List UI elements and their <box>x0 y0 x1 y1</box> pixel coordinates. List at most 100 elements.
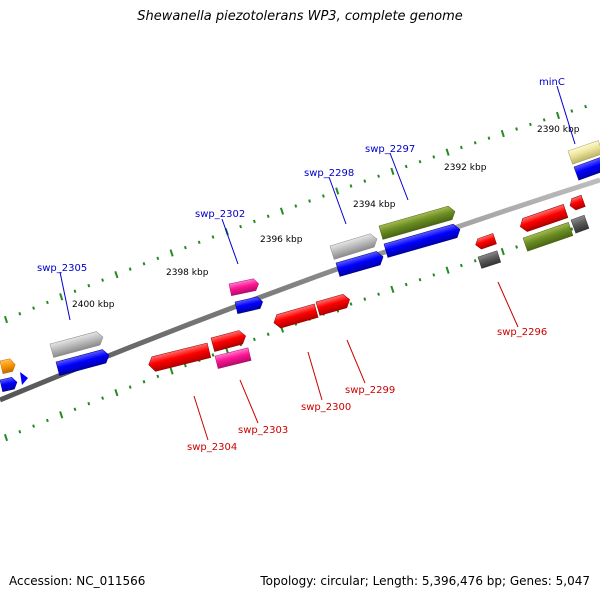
outer-scale-dot <box>18 312 22 316</box>
scale-dots <box>3 104 588 442</box>
gene-swp2305 <box>49 331 104 358</box>
inner-scale-dot <box>432 273 436 277</box>
outer-scale-dot <box>515 127 519 131</box>
inner-scale-dot <box>156 374 160 379</box>
gene-swp2300 <box>273 303 319 329</box>
topology-text: Topology: circular; Length: 5,396,476 bp… <box>260 574 590 588</box>
gene-label-swp2304: swp_2304 <box>187 442 237 453</box>
outer-scale-dot <box>377 174 381 178</box>
label-leader-lines <box>59 85 576 441</box>
gene-label-swp2302: swp_2302 <box>195 209 245 220</box>
outer-scale-dot <box>584 104 588 109</box>
tick-label-2390: 2390 kbp <box>537 125 580 135</box>
outer-scale-dot <box>335 187 340 195</box>
leader-swp2302 <box>221 218 239 265</box>
outer-scale-dot <box>445 148 450 156</box>
leader-swp2304 <box>193 395 209 441</box>
outer-scale-dot <box>308 199 312 203</box>
outer-scale-dot <box>390 167 395 175</box>
inner-scale-dot <box>404 282 408 287</box>
outer-scale-dot <box>197 240 201 245</box>
outer-scale-dot <box>59 293 64 301</box>
gene-mincl-gray <box>567 140 600 165</box>
tick-label-2398: 2398 kbp <box>166 268 209 278</box>
gene-blue-3 <box>335 251 384 277</box>
inner-scale-dot <box>114 388 119 397</box>
gene-red-b <box>519 204 569 232</box>
outer-scale-dot <box>570 109 574 113</box>
outer-scale-dot <box>73 289 77 293</box>
gene-swp2298 <box>329 233 378 260</box>
inner-scale-dot <box>169 367 174 375</box>
inner-scale-dot <box>59 411 64 419</box>
inner-scale-dot <box>363 297 367 301</box>
inner-scale-dot <box>473 259 477 263</box>
gene-swp2302 <box>228 278 259 297</box>
leader-swp2305 <box>59 271 71 321</box>
gene-swp2297 <box>378 205 456 240</box>
inner-scale-dot <box>515 245 519 249</box>
gene-olive-minus <box>522 222 574 252</box>
inner-scale-dot <box>73 407 77 411</box>
tick-label-2400: 2400 kbp <box>72 300 115 310</box>
outer-scale-dot <box>542 118 546 122</box>
outer-scale-dot <box>363 179 367 183</box>
outer-scale-dot <box>114 270 119 279</box>
outer-scale-dot <box>500 129 505 138</box>
inner-scale-dot <box>32 424 36 428</box>
outer-scale-dot <box>128 267 132 271</box>
gene-label-swp2305: swp_2305 <box>37 263 87 274</box>
outer-scale-dot <box>487 136 491 140</box>
outer-scale-dot <box>555 111 561 120</box>
accession-text: Accession: NC_011566 <box>9 574 146 588</box>
leader-swp2296 <box>497 281 519 328</box>
outer-scale-dot <box>321 194 325 198</box>
outer-scale-dot <box>404 164 408 169</box>
outer-scale-dot <box>279 207 285 215</box>
outer-scale-dot <box>252 219 256 224</box>
outer-scale-dot <box>349 184 353 188</box>
inner-scale-dot <box>349 302 353 306</box>
outer-scale-dot <box>142 261 146 266</box>
gene-blue-small <box>20 372 28 385</box>
gene-dark-swp2296 <box>477 250 502 269</box>
inner-scale-dot <box>211 353 215 357</box>
inner-scale-dot <box>500 247 505 256</box>
gene-features <box>0 140 600 392</box>
leader-swp2300 <box>307 351 323 401</box>
gene-label-swp2298: swp_2298 <box>304 168 354 179</box>
leader-swp2297 <box>389 152 409 201</box>
outer-scale-dot <box>3 315 9 324</box>
outer-scale-dot <box>418 159 422 164</box>
leader-swp2298 <box>328 176 347 225</box>
leader-swp2303 <box>239 379 259 424</box>
gene-swp2304 <box>148 342 212 372</box>
outer-scale-dot <box>169 249 174 257</box>
outer-scale-dot <box>239 224 243 229</box>
gene-swp2303-red <box>210 330 246 352</box>
leader-swp2299 <box>346 339 366 384</box>
outer-scale-dot <box>294 204 298 208</box>
gene-orange-left <box>0 358 16 374</box>
inner-scale-dot <box>87 401 91 406</box>
gene-blue-6 <box>0 377 18 392</box>
gene-blue-1 <box>573 157 600 181</box>
inner-scale-dot <box>377 292 381 296</box>
inner-scale-dot <box>445 266 450 274</box>
outer-scale-dot <box>45 300 49 305</box>
gene-label-swp2300: swp_2300 <box>301 402 351 413</box>
gene-swp2296 <box>475 233 497 250</box>
gene-swp2303-pink <box>214 347 252 369</box>
outer-scale-dot <box>32 306 36 310</box>
outer-scale-dot <box>473 141 477 145</box>
map-title: Shewanella piezotolerans WP3, complete g… <box>137 9 463 24</box>
inner-scale-dot <box>252 337 256 342</box>
outer-scale-dot <box>87 283 91 288</box>
gene-label-minc: minC <box>539 77 565 88</box>
inner-scale-dot <box>18 430 22 434</box>
inner-scale-dot <box>3 433 9 442</box>
inner-scale-dot <box>459 263 463 268</box>
gene-dark-right <box>570 214 590 234</box>
tick-label-2396: 2396 kbp <box>260 235 303 245</box>
